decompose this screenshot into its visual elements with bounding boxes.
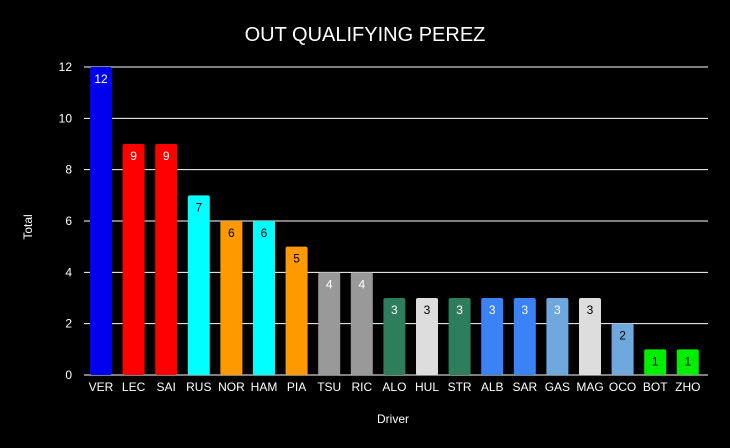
y-tick-label: 6 [65, 214, 72, 228]
y-axis-label: Total [21, 214, 35, 239]
bars: 12 9 9 7 6 6 5 4 4 3 3 3 3 3 3 3 2 1 1 [90, 67, 699, 375]
data-label-rus: 7 [195, 200, 202, 214]
x-tick-label-sar: SAR [512, 380, 537, 394]
bar-str [448, 298, 471, 375]
data-label-ham: 6 [261, 226, 268, 240]
x-tick-label-ver: VER [89, 380, 114, 394]
bar-ric [350, 272, 373, 375]
data-label-alb: 3 [489, 303, 496, 317]
data-label-nor: 6 [228, 226, 235, 240]
data-label-ver: 12 [94, 72, 108, 86]
bar-tsu [318, 272, 341, 375]
data-label-zho: 1 [684, 354, 691, 368]
y-tick-label: 8 [65, 163, 72, 177]
x-tick-label-lec: LEC [122, 380, 146, 394]
x-tick-label-oco: OCO [609, 380, 636, 394]
bar-gas [546, 298, 569, 375]
data-label-sai: 9 [163, 149, 170, 163]
x-tick-label-alb: ALB [481, 380, 504, 394]
bar-lec [122, 144, 145, 375]
x-tick-label-tsu: TSU [317, 380, 341, 394]
bar-bot [644, 349, 667, 375]
bar-ham [253, 221, 275, 375]
x-tick-label-zho: ZHO [675, 380, 700, 394]
y-tick-label: 4 [65, 265, 72, 279]
bar-ver [90, 67, 112, 375]
data-label-ric: 4 [358, 277, 365, 291]
data-label-sar: 3 [521, 303, 528, 317]
bar-sar [513, 298, 536, 375]
data-label-pia: 5 [293, 252, 300, 266]
x-tick-label-alo: ALO [382, 380, 406, 394]
y-tick-label: 10 [59, 111, 73, 125]
x-axis-label: Driver [377, 412, 409, 426]
y-tick-label: 12 [59, 60, 73, 74]
data-label-hul: 3 [424, 303, 431, 317]
data-label-lec: 9 [130, 149, 137, 163]
bar-mag [579, 298, 601, 375]
bar-sai [155, 144, 178, 375]
bar-alo [383, 298, 406, 375]
x-tick-label-nor: NOR [218, 380, 245, 394]
x-tick-label-str: STR [448, 380, 472, 394]
y-axis-ticks: 0 2 4 6 8 10 12 [59, 60, 73, 382]
bar-pia [285, 246, 308, 375]
chart-title: OUT QUALIFYING PEREZ [245, 24, 486, 46]
data-label-str: 3 [456, 303, 463, 317]
y-tick-label: 2 [65, 317, 72, 331]
x-tick-label-ham: HAM [251, 380, 278, 394]
data-label-mag: 3 [587, 303, 594, 317]
x-tick-label-bot: BOT [643, 380, 668, 394]
y-tick-label: 0 [65, 368, 72, 382]
bar-hul [416, 298, 438, 375]
bar-rus [187, 195, 210, 375]
x-tick-label-sai: SAI [157, 380, 176, 394]
data-label-alo: 3 [391, 303, 398, 317]
x-tick-label-mag: MAG [576, 380, 603, 394]
bar-zho [676, 349, 699, 375]
data-label-bot: 1 [652, 354, 659, 368]
x-tick-label-ric: RIC [351, 380, 372, 394]
data-label-oco: 2 [619, 329, 626, 343]
data-label-gas: 3 [554, 303, 561, 317]
x-tick-label-hul: HUL [415, 380, 439, 394]
bar-nor [220, 221, 243, 375]
x-tick-label-gas: GAS [545, 380, 570, 394]
x-tick-label-rus: RUS [186, 380, 211, 394]
bar-oco [611, 323, 634, 375]
bar-alb [481, 298, 504, 375]
data-label-tsu: 4 [326, 277, 333, 291]
x-tick-label-pia: PIA [287, 380, 306, 394]
x-axis-ticks: VER LEC SAI RUS NOR HAM PIA TSU RIC ALO HUL STR ALB S… [89, 380, 701, 394]
